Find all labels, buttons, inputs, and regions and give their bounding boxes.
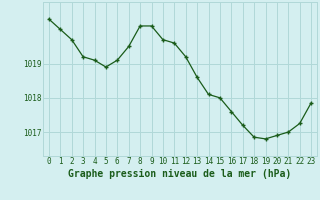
X-axis label: Graphe pression niveau de la mer (hPa): Graphe pression niveau de la mer (hPa) <box>68 169 292 179</box>
